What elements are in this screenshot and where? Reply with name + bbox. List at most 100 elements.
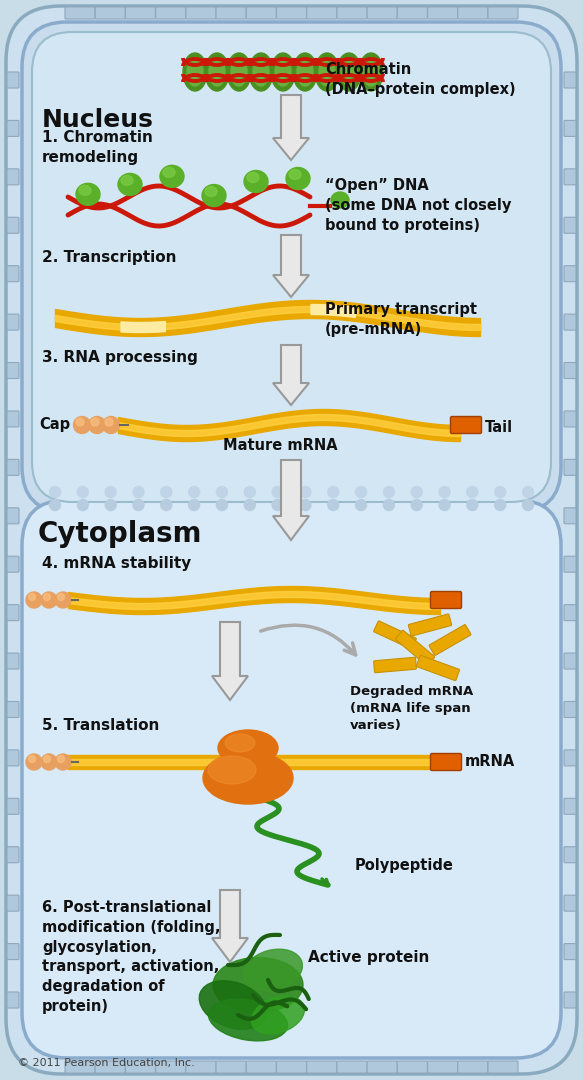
FancyBboxPatch shape bbox=[7, 847, 19, 863]
Ellipse shape bbox=[315, 53, 339, 91]
FancyBboxPatch shape bbox=[32, 32, 551, 502]
Circle shape bbox=[411, 486, 422, 498]
Circle shape bbox=[300, 486, 311, 498]
Ellipse shape bbox=[359, 53, 383, 91]
Circle shape bbox=[89, 417, 106, 433]
FancyBboxPatch shape bbox=[564, 314, 576, 330]
Circle shape bbox=[76, 418, 84, 426]
Ellipse shape bbox=[76, 184, 100, 205]
FancyBboxPatch shape bbox=[7, 168, 19, 185]
FancyBboxPatch shape bbox=[7, 266, 19, 282]
FancyBboxPatch shape bbox=[564, 702, 576, 717]
FancyBboxPatch shape bbox=[564, 556, 576, 572]
Ellipse shape bbox=[205, 187, 217, 197]
Circle shape bbox=[161, 486, 172, 498]
Circle shape bbox=[105, 418, 113, 426]
Circle shape bbox=[384, 499, 394, 511]
FancyBboxPatch shape bbox=[125, 1061, 156, 1074]
FancyBboxPatch shape bbox=[564, 168, 576, 185]
Ellipse shape bbox=[227, 53, 251, 91]
FancyBboxPatch shape bbox=[564, 411, 576, 427]
Ellipse shape bbox=[199, 981, 267, 1029]
Circle shape bbox=[411, 499, 422, 511]
Ellipse shape bbox=[231, 58, 247, 86]
FancyBboxPatch shape bbox=[564, 605, 576, 621]
Ellipse shape bbox=[183, 53, 207, 91]
FancyBboxPatch shape bbox=[186, 1061, 216, 1074]
FancyBboxPatch shape bbox=[95, 6, 125, 19]
Ellipse shape bbox=[118, 174, 142, 195]
FancyBboxPatch shape bbox=[216, 1061, 246, 1074]
Ellipse shape bbox=[363, 58, 379, 86]
FancyBboxPatch shape bbox=[429, 624, 471, 656]
FancyBboxPatch shape bbox=[458, 1061, 488, 1074]
FancyBboxPatch shape bbox=[7, 653, 19, 669]
FancyBboxPatch shape bbox=[65, 6, 95, 19]
Circle shape bbox=[103, 417, 120, 433]
FancyBboxPatch shape bbox=[125, 6, 156, 19]
FancyBboxPatch shape bbox=[7, 798, 19, 814]
FancyBboxPatch shape bbox=[564, 847, 576, 863]
Ellipse shape bbox=[163, 167, 175, 177]
Circle shape bbox=[522, 486, 533, 498]
Circle shape bbox=[467, 486, 478, 498]
FancyBboxPatch shape bbox=[374, 658, 416, 673]
Text: 2. Transcription: 2. Transcription bbox=[42, 249, 177, 265]
Circle shape bbox=[189, 499, 199, 511]
Circle shape bbox=[50, 499, 61, 511]
Text: Cytoplasm: Cytoplasm bbox=[38, 519, 202, 548]
FancyBboxPatch shape bbox=[307, 1061, 337, 1074]
Ellipse shape bbox=[225, 734, 255, 752]
FancyBboxPatch shape bbox=[276, 6, 307, 19]
Ellipse shape bbox=[331, 192, 349, 208]
FancyBboxPatch shape bbox=[7, 459, 19, 475]
FancyBboxPatch shape bbox=[22, 22, 561, 512]
FancyBboxPatch shape bbox=[216, 6, 246, 19]
Circle shape bbox=[58, 756, 65, 762]
FancyArrow shape bbox=[273, 345, 309, 405]
FancyBboxPatch shape bbox=[7, 72, 19, 87]
FancyBboxPatch shape bbox=[156, 6, 185, 19]
FancyBboxPatch shape bbox=[7, 411, 19, 427]
FancyBboxPatch shape bbox=[337, 6, 367, 19]
Circle shape bbox=[44, 756, 51, 762]
FancyBboxPatch shape bbox=[430, 592, 462, 608]
Circle shape bbox=[58, 594, 65, 600]
FancyBboxPatch shape bbox=[564, 944, 576, 959]
Circle shape bbox=[216, 499, 227, 511]
Circle shape bbox=[384, 486, 394, 498]
FancyBboxPatch shape bbox=[6, 6, 577, 1074]
FancyBboxPatch shape bbox=[416, 656, 459, 680]
FancyBboxPatch shape bbox=[564, 459, 576, 475]
Ellipse shape bbox=[209, 999, 287, 1041]
Ellipse shape bbox=[160, 165, 184, 187]
Ellipse shape bbox=[218, 730, 278, 766]
Circle shape bbox=[41, 754, 57, 770]
FancyBboxPatch shape bbox=[7, 895, 19, 912]
Circle shape bbox=[78, 499, 88, 511]
Circle shape bbox=[328, 499, 339, 511]
Circle shape bbox=[29, 756, 36, 762]
FancyBboxPatch shape bbox=[156, 1061, 185, 1074]
Ellipse shape bbox=[275, 58, 291, 86]
FancyBboxPatch shape bbox=[7, 556, 19, 572]
FancyBboxPatch shape bbox=[564, 72, 576, 87]
Circle shape bbox=[133, 486, 144, 498]
FancyArrow shape bbox=[212, 622, 248, 700]
Circle shape bbox=[356, 499, 367, 511]
Circle shape bbox=[522, 499, 533, 511]
FancyBboxPatch shape bbox=[427, 1061, 458, 1074]
FancyBboxPatch shape bbox=[564, 895, 576, 912]
FancyBboxPatch shape bbox=[7, 363, 19, 378]
Ellipse shape bbox=[249, 53, 273, 91]
Ellipse shape bbox=[244, 171, 268, 192]
Ellipse shape bbox=[251, 996, 304, 1034]
FancyBboxPatch shape bbox=[374, 621, 416, 649]
FancyBboxPatch shape bbox=[7, 217, 19, 233]
FancyBboxPatch shape bbox=[564, 798, 576, 814]
FancyBboxPatch shape bbox=[395, 631, 434, 665]
Ellipse shape bbox=[203, 752, 293, 804]
Text: 5. Translation: 5. Translation bbox=[42, 718, 159, 733]
Text: 6. Post-translational
modification (folding,
glycosylation,
transport, activatio: 6. Post-translational modification (fold… bbox=[42, 900, 220, 1014]
Ellipse shape bbox=[297, 58, 313, 86]
